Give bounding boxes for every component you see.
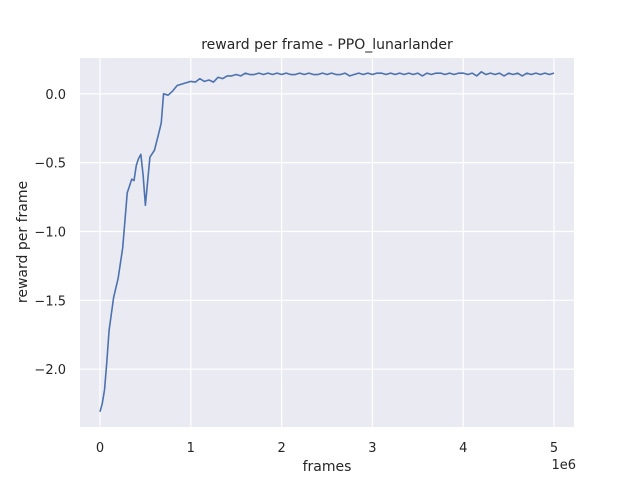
x-tick-label: 0 <box>96 441 104 456</box>
y-axis-title: reward per frame <box>15 181 31 303</box>
x-axis-offset-label: 1e6 <box>551 458 576 473</box>
x-axis-title: frames <box>303 459 352 475</box>
x-tick-label: 2 <box>277 441 285 456</box>
y-tick-label: 0.0 <box>45 88 66 103</box>
x-tick-label: 4 <box>459 441 467 456</box>
plot-area <box>80 58 574 427</box>
y-tick-label: −2.0 <box>34 363 66 378</box>
tick-labels: 0 1 2 3 4 5 0.0 −0.5 −1.0 −1.5 −2.0 <box>34 88 558 456</box>
y-tick-label: −0.5 <box>34 157 66 172</box>
x-tick-label: 5 <box>550 441 558 456</box>
y-tick-label: −1.5 <box>34 294 66 309</box>
grid <box>80 58 574 427</box>
x-tick-label: 1 <box>187 441 195 456</box>
chart-title: reward per frame - PPO_lunarlander <box>201 37 453 53</box>
y-tick-label: −1.0 <box>34 225 66 240</box>
series-line <box>99 70 555 413</box>
x-tick-label: 3 <box>368 441 376 456</box>
